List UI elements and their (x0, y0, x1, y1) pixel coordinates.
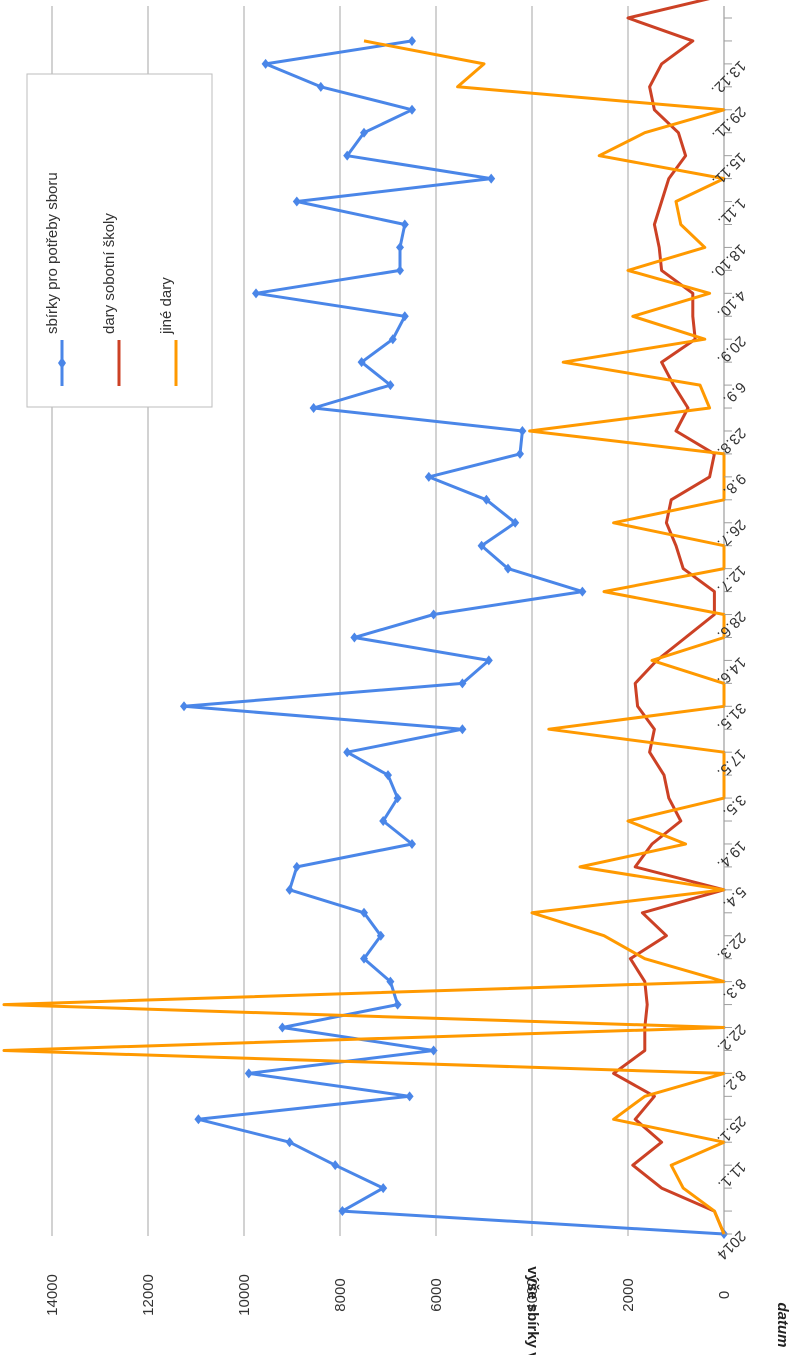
data-point (350, 632, 359, 643)
data-point (379, 1183, 388, 1194)
data-point (386, 380, 395, 391)
data-point (252, 288, 260, 299)
x-tick-label: 1.11. (714, 195, 749, 230)
data-point (477, 540, 486, 551)
x-tick-label: 22.3. (714, 929, 750, 965)
data-point (487, 173, 496, 184)
y-tick-label: 8000 (332, 1278, 349, 1311)
data-point (393, 999, 402, 1010)
data-point (343, 747, 352, 758)
data-point (405, 1091, 414, 1102)
data-point (396, 265, 404, 276)
data-point (261, 58, 270, 69)
legend-marker-sbirky-sboru (58, 357, 66, 369)
data-point (331, 1160, 340, 1171)
y-tick-label: 10000 (236, 1274, 253, 1316)
data-point (482, 494, 491, 505)
x-tick-label: 19.4. (714, 837, 750, 873)
x-tick-label: 14.6. (714, 654, 750, 690)
x-tick-label: 4.10. (714, 286, 750, 322)
data-point (393, 793, 402, 804)
x-tick-label: 20.9. (714, 332, 750, 368)
x-tick-label: 15.11. (708, 149, 749, 190)
data-point (504, 563, 512, 574)
data-point (386, 976, 395, 987)
x-tick-label: 31.5. (714, 699, 750, 735)
y-tick-label: 2000 (620, 1278, 637, 1311)
data-point (357, 357, 366, 368)
data-point (278, 1022, 287, 1033)
legend-label-jine-dary: jiné dary (158, 277, 175, 335)
data-point (424, 471, 433, 482)
data-point (458, 724, 467, 735)
legend-item-jine-dary: jiné dary (158, 277, 178, 386)
data-point (376, 930, 385, 941)
data-point (408, 838, 416, 849)
data-point (285, 884, 294, 895)
y-tick-label: 4000 (524, 1278, 541, 1311)
y-tick-label: 0 (716, 1291, 733, 1299)
y-tick-label: 12000 (140, 1274, 157, 1316)
data-point (511, 517, 520, 528)
data-point (408, 104, 416, 115)
data-point (180, 701, 188, 712)
legend-item-sbirky-sboru: sbírky pro potřeby sboru (44, 172, 66, 386)
data-point (244, 1068, 253, 1079)
data-point (484, 655, 493, 666)
series-line-0 (182, 39, 725, 1236)
y-axis-title: výše sbírky v Kč (524, 1266, 541, 1355)
x-tick-label: 18.10. (708, 241, 750, 283)
data-point (360, 953, 368, 964)
data-point (578, 586, 587, 597)
data-point (285, 1137, 294, 1148)
data-point (292, 861, 301, 872)
data-point (194, 1114, 203, 1125)
legend-label-dary-sobotni-skoly: dary sobotní školy (101, 213, 118, 334)
y-tick-label: 6000 (428, 1278, 445, 1311)
data-point (316, 81, 325, 92)
data-point (429, 1045, 438, 1056)
data-point (292, 196, 301, 207)
data-point (458, 678, 467, 689)
data-point (518, 425, 527, 436)
data-point (309, 403, 318, 414)
data-point (429, 609, 438, 620)
data-point (360, 907, 368, 918)
data-point (384, 770, 392, 781)
data-point (379, 816, 388, 827)
data-point (343, 150, 352, 161)
data-point (516, 448, 524, 459)
data-point (396, 242, 404, 253)
x-tick-label: 25.1. (714, 1112, 750, 1148)
data-point (338, 1206, 347, 1217)
data-point (360, 127, 368, 138)
y-tick-label: 14000 (44, 1274, 61, 1316)
data-point (400, 219, 409, 230)
x-tick-label: 12.7. (714, 562, 750, 598)
legend: sbírky pro potřeby sboru dary sobotní šk… (26, 73, 213, 408)
legend-item-dary-sobotni-skoly: dary sobotní školy (101, 213, 121, 386)
data-point (388, 334, 397, 345)
legend-label-sbirky-sboru: sbírky pro potřeby sboru (44, 172, 61, 334)
data-point (400, 311, 409, 322)
x-axis-title: datum (774, 1303, 791, 1348)
x-tick-label: 13.12. (708, 57, 750, 99)
data-point (408, 35, 416, 46)
x-tick-label: 11.1. (714, 1158, 749, 1193)
x-tick-label: 26.7. (714, 516, 750, 552)
